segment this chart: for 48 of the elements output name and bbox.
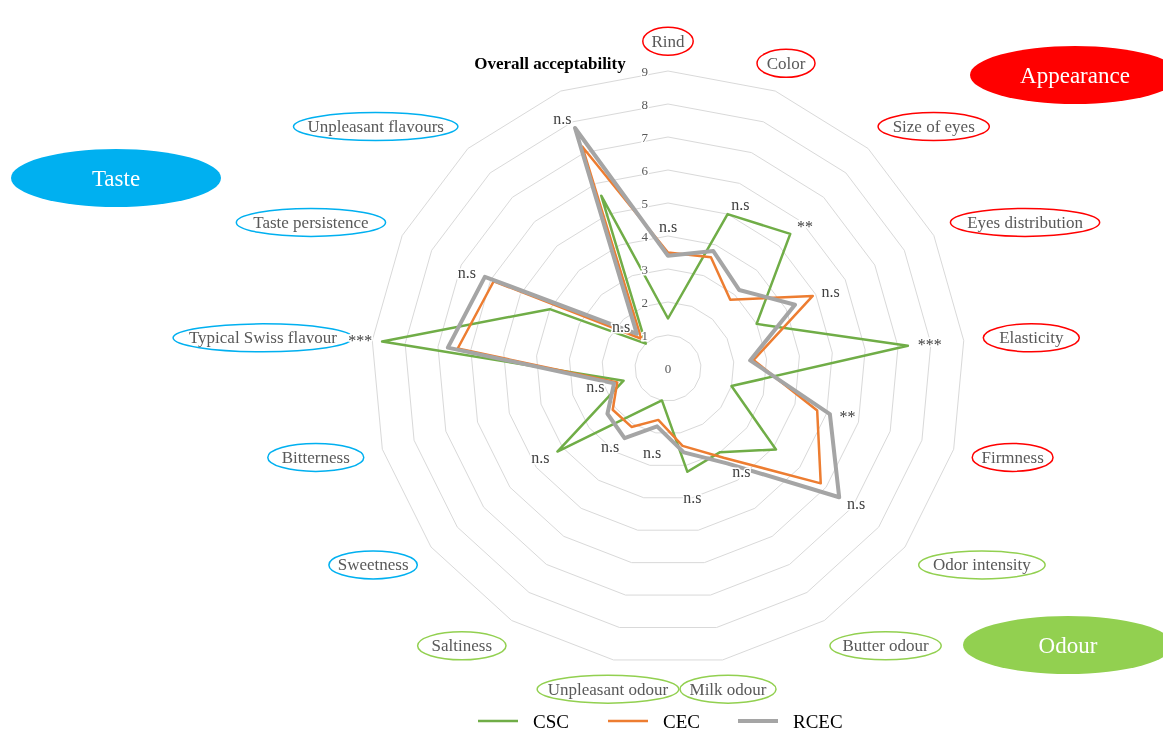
text: n.s xyxy=(457,263,476,281)
text: ** xyxy=(796,218,813,236)
y-tick-label: 2 xyxy=(641,294,648,310)
y-tick-label: 7 xyxy=(641,129,649,145)
text: n.s xyxy=(601,438,620,456)
y-tick-label: 8 xyxy=(641,96,648,112)
spoke-label: Odor intensity xyxy=(933,555,1032,575)
spoke-label: Elasticity xyxy=(999,328,1064,348)
y-tick-label: 3 xyxy=(641,261,648,277)
y-tick-label: 9 xyxy=(641,63,648,79)
text: n.s xyxy=(683,489,702,507)
spoke-label: Sweetness xyxy=(337,555,409,575)
spoke-label: Typical Swiss flavour xyxy=(188,328,338,348)
spoke-label: Size of eyes xyxy=(892,117,975,137)
y-tick-label: 5 xyxy=(641,195,648,211)
text: n.s xyxy=(821,283,840,301)
spoke-label: Eyes distribution xyxy=(967,212,1084,232)
text: *** xyxy=(917,336,942,354)
y-tick-label: 4 xyxy=(641,228,649,244)
spoke-label: Color xyxy=(766,53,806,73)
legend-label: CEC xyxy=(663,710,700,732)
spoke-label: Overall acceptability xyxy=(474,53,627,73)
text: Appearance xyxy=(1020,62,1130,88)
legend-label: CSC xyxy=(533,710,569,732)
spoke-label: Milk odour xyxy=(689,679,767,699)
spoke-label: Rind xyxy=(651,31,686,51)
text: ** xyxy=(839,408,856,426)
text: n.s xyxy=(553,110,572,128)
text: n.s xyxy=(847,494,866,512)
text: n.s xyxy=(731,196,750,214)
y-tick-label: 6 xyxy=(641,162,649,178)
spoke-label: Butter odour xyxy=(842,636,930,656)
text: Odour xyxy=(1038,632,1098,658)
text: n.s xyxy=(531,448,550,466)
text: Taste xyxy=(91,165,141,191)
y-tick-label: 1 xyxy=(641,327,648,343)
spoke-label: Saltiness xyxy=(431,636,493,656)
spoke-label: Unpleasant flavours xyxy=(307,117,444,137)
y-tick-label: 0 xyxy=(664,360,672,376)
spoke-label: Firmness xyxy=(981,447,1044,467)
legend-label: RCEC xyxy=(793,710,843,732)
text: n.s xyxy=(586,377,605,395)
text: n.s xyxy=(658,217,678,235)
spoke-label: Taste persistence xyxy=(253,212,369,232)
spoke-label: Unpleasant odour xyxy=(547,679,669,699)
text: n.s xyxy=(732,463,751,481)
spoke-label: Bitterness xyxy=(281,447,350,467)
text: n.s xyxy=(643,443,662,461)
